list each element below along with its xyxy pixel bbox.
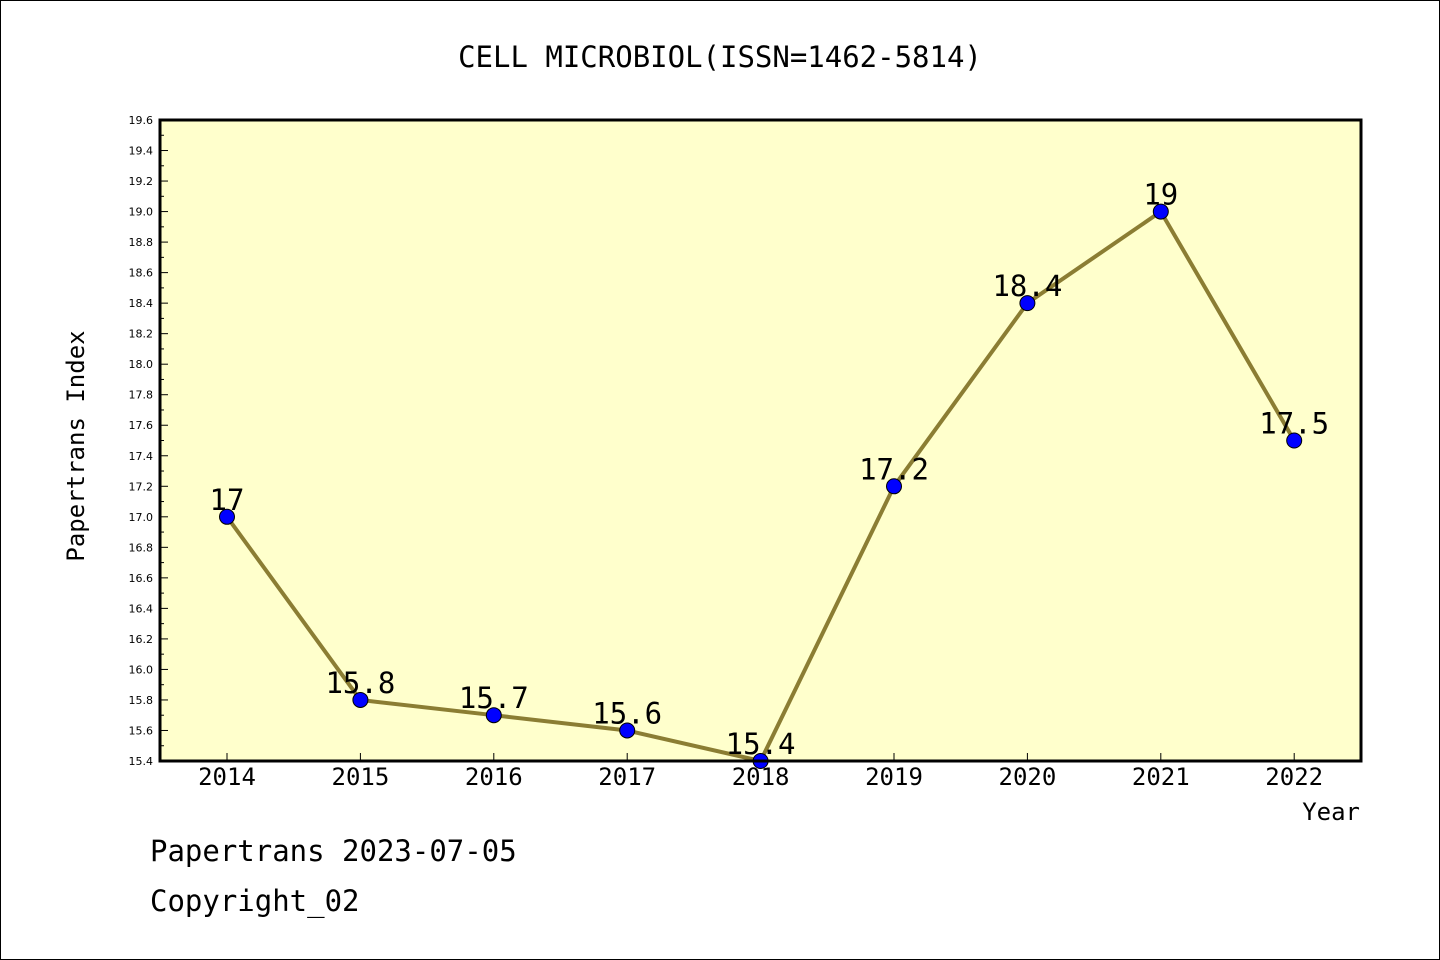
data-label: 17.2 (859, 452, 929, 486)
x-tick-label: 2022 (1265, 763, 1323, 791)
x-tick-label: 2020 (999, 763, 1057, 791)
data-point (219, 508, 235, 525)
data-label: 15.7 (459, 681, 529, 715)
data-labels: 17 15.8 15.7 15.6 15.4 17.2 18.4 19 17.5 (210, 178, 1330, 761)
y-tick-label: 16.8 (129, 541, 154, 554)
data-point (1286, 432, 1303, 449)
y-tick-label: 16.6 (129, 572, 154, 585)
plot-area (160, 120, 1361, 761)
chart-title: CELL MICROBIOL(ISSN=1462-5814) (458, 40, 982, 74)
y-tick-label: 16.4 (129, 602, 154, 615)
footer-copyright: Copyright_02 (150, 884, 360, 918)
plot-border (158, 118, 1363, 763)
data-point (1019, 295, 1036, 312)
y-tick-label: 19.4 (129, 145, 154, 158)
y-tick-label: 18.2 (129, 328, 154, 341)
data-label: 18.4 (992, 269, 1062, 303)
data-label: 15.4 (726, 727, 796, 761)
data-label: 17 (210, 483, 245, 517)
data-point (619, 722, 636, 739)
x-axis: 2014 2015 2016 2017 2018 2019 2020 2021 2022 (198, 753, 1323, 791)
y-tick-label: 16.2 (129, 633, 154, 646)
x-axis-label: Year (1302, 798, 1360, 826)
data-label: 15.8 (325, 666, 395, 700)
x-tick-label: 2019 (865, 763, 923, 791)
y-tick-label: 18.8 (129, 236, 154, 249)
footer-date: Papertrans 2023-07-05 (150, 834, 517, 868)
x-tick-label: 2014 (198, 763, 256, 791)
x-tick-label: 2015 (332, 763, 390, 791)
y-tick-label: 16.0 (129, 663, 154, 676)
data-label: 19 (1143, 178, 1178, 212)
x-tick-label: 2017 (598, 763, 656, 791)
data-label: 17.5 (1259, 407, 1329, 441)
y-tick-label: 17.6 (129, 419, 154, 432)
data-point (886, 478, 902, 495)
y-tick-label: 15.8 (129, 694, 154, 707)
data-points (219, 203, 1303, 769)
y-tick-label: 17.4 (129, 450, 154, 463)
data-label: 15.6 (592, 696, 662, 730)
y-tick-label: 18.4 (129, 297, 154, 310)
y-tick-label: 18.6 (129, 267, 154, 280)
data-point (1152, 203, 1169, 220)
y-tick-label: 17.0 (129, 511, 154, 524)
y-tick-label: 17.8 (129, 389, 154, 402)
y-tick-label: 19.2 (129, 175, 154, 188)
y-tick-label: 17.2 (129, 480, 154, 493)
y-tick-label: 19.6 (129, 114, 154, 127)
y-tick-label: 18.0 (129, 358, 154, 371)
data-point (352, 691, 369, 708)
y-tick-label: 19.0 (129, 206, 154, 219)
y-axis-label: Papertrans Index (62, 330, 90, 561)
x-tick-label: 2016 (465, 763, 523, 791)
x-tick-label: 2021 (1132, 763, 1190, 791)
y-tick-label: 15.6 (129, 724, 154, 737)
data-point (485, 707, 502, 724)
y-tick-label: 15.4 (129, 755, 154, 768)
